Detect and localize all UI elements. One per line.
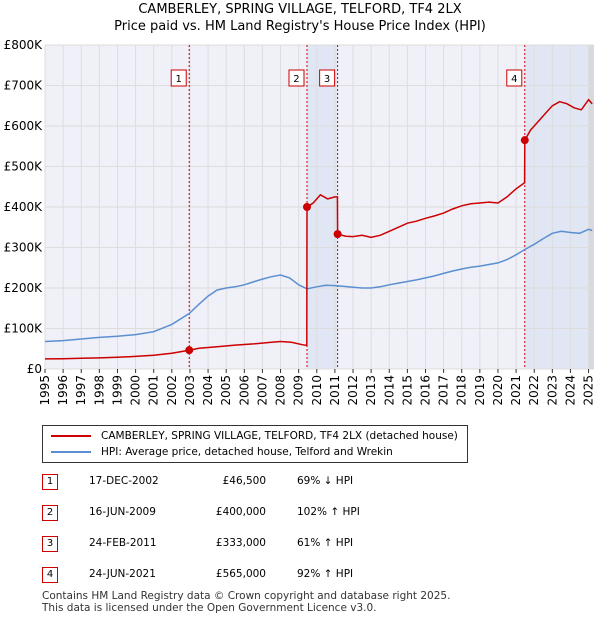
legend-item-property: CAMBERLEY, SPRING VILLAGE, TELFORD, TF4 …	[51, 428, 458, 444]
footer: Contains HM Land Registry data © Crown c…	[42, 590, 450, 614]
x-tick-label: 2010	[310, 375, 324, 406]
x-tick-label: 2021	[509, 375, 523, 406]
property-price-line	[44, 98, 593, 360]
series-lines	[44, 98, 593, 360]
x-tick-label: 2020	[491, 375, 505, 406]
sale-badge: 2	[42, 505, 58, 521]
x-tick-label: 2007	[255, 375, 269, 406]
sale-price: £565,000	[215, 568, 266, 580]
sale-label-box	[288, 69, 305, 87]
chart-title: CAMBERLEY, SPRING VILLAGE, TELFORD, TF4 …	[138, 2, 462, 17]
legend: CAMBERLEY, SPRING VILLAGE, TELFORD, TF4 …	[42, 425, 468, 463]
x-tick-label: 2023	[545, 375, 559, 406]
sale-price: £333,000	[215, 537, 266, 549]
y-tick-label: £800K	[4, 38, 44, 52]
sale-label-box	[170, 69, 187, 87]
sale-date: 24-FEB-2011	[89, 537, 157, 549]
sale-hpi: 92% ↑ HPI	[297, 568, 354, 580]
sale-label-box	[319, 69, 336, 87]
sale-point	[333, 230, 342, 239]
x-tick-label: 2001	[147, 375, 161, 406]
x-tick-label: 1998	[92, 375, 106, 406]
sale-date: 16-JUN-2009	[89, 506, 156, 518]
x-tick-label: 2018	[455, 375, 469, 406]
sale-label-box	[506, 69, 523, 87]
legend-swatch-blue	[51, 451, 91, 453]
sale-hpi: 102% ↑ HPI	[297, 506, 360, 518]
price-chart: 1 2 3 4 £0 £100K £200K £300K £400K £500K £600K £70…	[4, 38, 596, 406]
grid-lines	[44, 44, 594, 370]
legend-item-hpi: HPI: Average price, detached house, Telf…	[51, 444, 393, 460]
x-tick-label: 2006	[237, 375, 251, 406]
y-tick-label: £0	[27, 362, 42, 376]
x-tick-label: 1999	[110, 375, 124, 406]
sale-points	[185, 136, 529, 355]
hpi-line	[44, 228, 593, 343]
y-tick-label: £500K	[4, 160, 44, 174]
y-tick-label: £600K	[4, 119, 44, 133]
x-tick-label: 2002	[165, 375, 179, 406]
y-tick-label: £400K	[4, 200, 44, 214]
y-tick-label: £200K	[4, 281, 44, 295]
sale-point	[520, 136, 529, 145]
footer-line-2: This data is licensed under the Open Gov…	[42, 602, 377, 614]
sale-badge: 4	[42, 567, 58, 583]
x-tick-label: 1997	[74, 375, 88, 406]
sale-label-number: 1	[176, 74, 182, 85]
x-tick-label: 2000	[129, 375, 143, 406]
sale-date: 17-DEC-2002	[89, 475, 159, 487]
legend-label-property: CAMBERLEY, SPRING VILLAGE, TELFORD, TF4 …	[101, 430, 458, 442]
footer-line-1: Contains HM Land Registry data © Crown c…	[42, 590, 451, 602]
x-tick-label: 2017	[437, 375, 451, 406]
x-tick-label: 2012	[346, 375, 360, 406]
table-row: 3 24-FEB-2011 £333,000 61% ↑ HPI	[42, 536, 462, 554]
sale-price: £46,500	[222, 475, 266, 487]
x-tick-label: 2008	[274, 375, 288, 406]
x-tick-label: 2013	[364, 375, 378, 406]
x-tick-label: 2019	[473, 375, 487, 406]
x-tick-label: 1995	[38, 375, 52, 406]
sale-badge: 1	[42, 474, 58, 490]
x-tick-label: 2022	[527, 375, 541, 406]
sale-label-number: 3	[324, 74, 330, 85]
y-tick-label: £300K	[4, 241, 44, 255]
sale-hpi: 61% ↑ HPI	[297, 537, 354, 549]
sale-labels: 1 2 3 4	[170, 69, 523, 87]
sale-point	[302, 203, 311, 211]
sale-price: £400,000	[215, 506, 266, 518]
x-tick-label: 1996	[56, 375, 70, 406]
sale-label-number: 4	[511, 74, 517, 85]
y-tick-label: £700K	[4, 79, 44, 93]
y-tick-label: £100K	[4, 322, 44, 336]
sale-date: 24-JUN-2021	[89, 568, 156, 580]
x-axis: 1995 1996 1997 1998 1999 2000 2001 2002 2003 2004…	[38, 369, 596, 406]
x-tick-label: 2004	[201, 375, 215, 406]
table-row: 4 24-JUN-2021 £565,000 92% ↑ HPI	[42, 567, 462, 585]
y-axis: £0 £100K £200K £300K £400K £500K £600K £700K £80…	[4, 38, 44, 376]
table-row: 2 16-JUN-2009 £400,000 102% ↑ HPI	[42, 505, 462, 523]
chart-subtitle: Price paid vs. HM Land Registry's House …	[114, 19, 486, 34]
x-tick-label: 2009	[292, 375, 306, 406]
x-tick-label: 2005	[219, 375, 233, 406]
sale-hpi: 69% ↓ HPI	[297, 475, 354, 487]
sale-badge: 3	[42, 536, 58, 552]
x-tick-label: 2016	[418, 375, 432, 406]
x-tick-label: 2011	[328, 375, 342, 406]
table-row: 1 17-DEC-2002 £46,500 69% ↓ HPI	[42, 474, 462, 492]
x-tick-label: 2024	[563, 375, 577, 406]
x-tick-label: 2014	[382, 375, 396, 406]
x-tick-label: 2015	[400, 375, 414, 406]
sale-label-number: 2	[293, 74, 299, 85]
sale-point	[185, 346, 194, 355]
legend-label-hpi: HPI: Average price, detached house, Telf…	[101, 446, 393, 458]
legend-swatch-red	[51, 435, 91, 437]
x-tick-label: 2025	[582, 375, 596, 406]
x-tick-label: 2003	[183, 375, 197, 406]
